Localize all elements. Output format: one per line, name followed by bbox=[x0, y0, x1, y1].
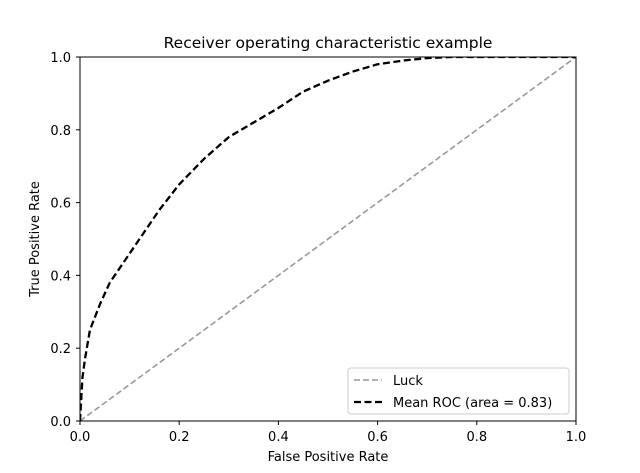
plot-frame bbox=[79, 56, 577, 422]
y-tick-label: 0.6 bbox=[50, 197, 71, 212]
y-axis-title: True Positive Rate bbox=[28, 181, 43, 298]
plot-area: 0.0 0.2 0.4 0.6 0.8 1.0 0.0 0.2 0.4 0.6 0.8 1.0 bbox=[50, 51, 586, 445]
legend-label-luck: Luck bbox=[393, 374, 423, 389]
mean-roc-line bbox=[80, 57, 576, 421]
x-tick-label: 0.8 bbox=[466, 430, 487, 445]
y-tick-label: 0.2 bbox=[50, 342, 71, 357]
x-tick-label: 0.4 bbox=[268, 430, 289, 445]
x-axis-title: False Positive Rate bbox=[268, 450, 389, 465]
legend-label-mean-roc: Mean ROC (area = 0.83) bbox=[393, 396, 552, 411]
series-group bbox=[80, 57, 576, 421]
y-tick-label: 1.0 bbox=[50, 51, 71, 66]
x-tick-label: 0.6 bbox=[367, 430, 388, 445]
chart-title: Receiver operating characteristic exampl… bbox=[164, 34, 493, 52]
y-tick-label: 0.4 bbox=[50, 269, 71, 284]
x-tick-label: 0.0 bbox=[70, 430, 91, 445]
legend: Luck Mean ROC (area = 0.83) bbox=[347, 367, 570, 415]
legend-box bbox=[347, 367, 570, 415]
y-tick-label: 0.0 bbox=[50, 415, 71, 430]
luck-line bbox=[80, 57, 576, 421]
x-tick-label: 0.2 bbox=[169, 430, 190, 445]
y-tick-label: 0.8 bbox=[50, 124, 71, 139]
x-tick-label: 1.0 bbox=[566, 430, 587, 445]
